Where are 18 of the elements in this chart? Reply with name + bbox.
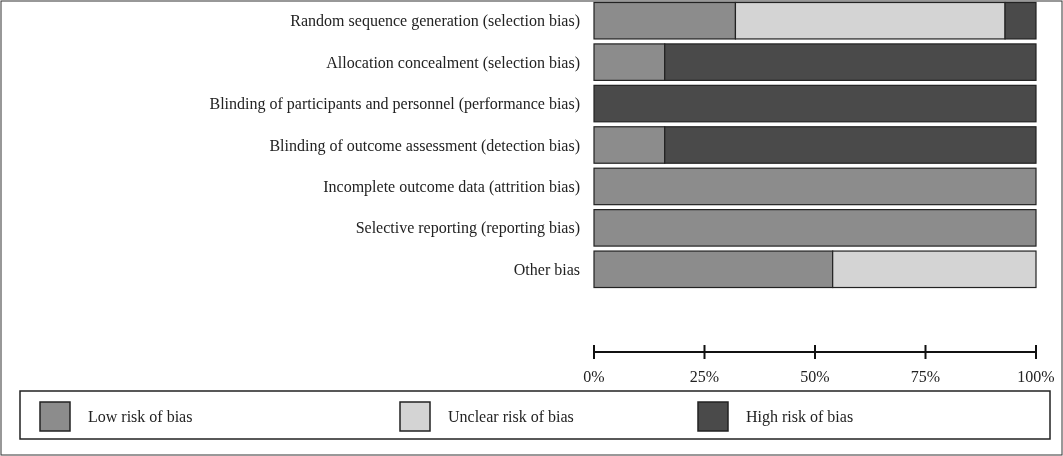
y-tick-label: Blinding of participants and personnel (performance bias)	[209, 95, 580, 114]
bar	[593, 167, 1037, 206]
x-tick-label: 50%	[800, 368, 830, 385]
legend-label: High risk of bias	[746, 407, 854, 426]
legend-label: Unclear risk of bias	[448, 407, 574, 425]
x-tick-label: 100%	[1017, 368, 1055, 385]
legend-label: Low risk of bias	[88, 407, 193, 425]
x-tick-label: 75%	[910, 368, 941, 385]
y-tick-label: Selective reporting (reporting bias)	[355, 219, 580, 238]
x-tick-label: 0%	[583, 368, 605, 385]
x-tick-label: 25%	[689, 368, 720, 385]
y-tick-label: Incomplete outcome data (attrition bias)	[323, 178, 580, 197]
bar	[593, 209, 1037, 247]
y-tick-label: Other bias	[513, 260, 580, 278]
bar	[593, 84, 1037, 123]
y-tick-label: Random sequence generation (selection bias)	[290, 12, 580, 31]
y-tick-label: Blinding of outcome assessment (detection bias)	[269, 136, 580, 155]
y-tick-label: Allocation concealment (selection bias)	[326, 53, 580, 72]
